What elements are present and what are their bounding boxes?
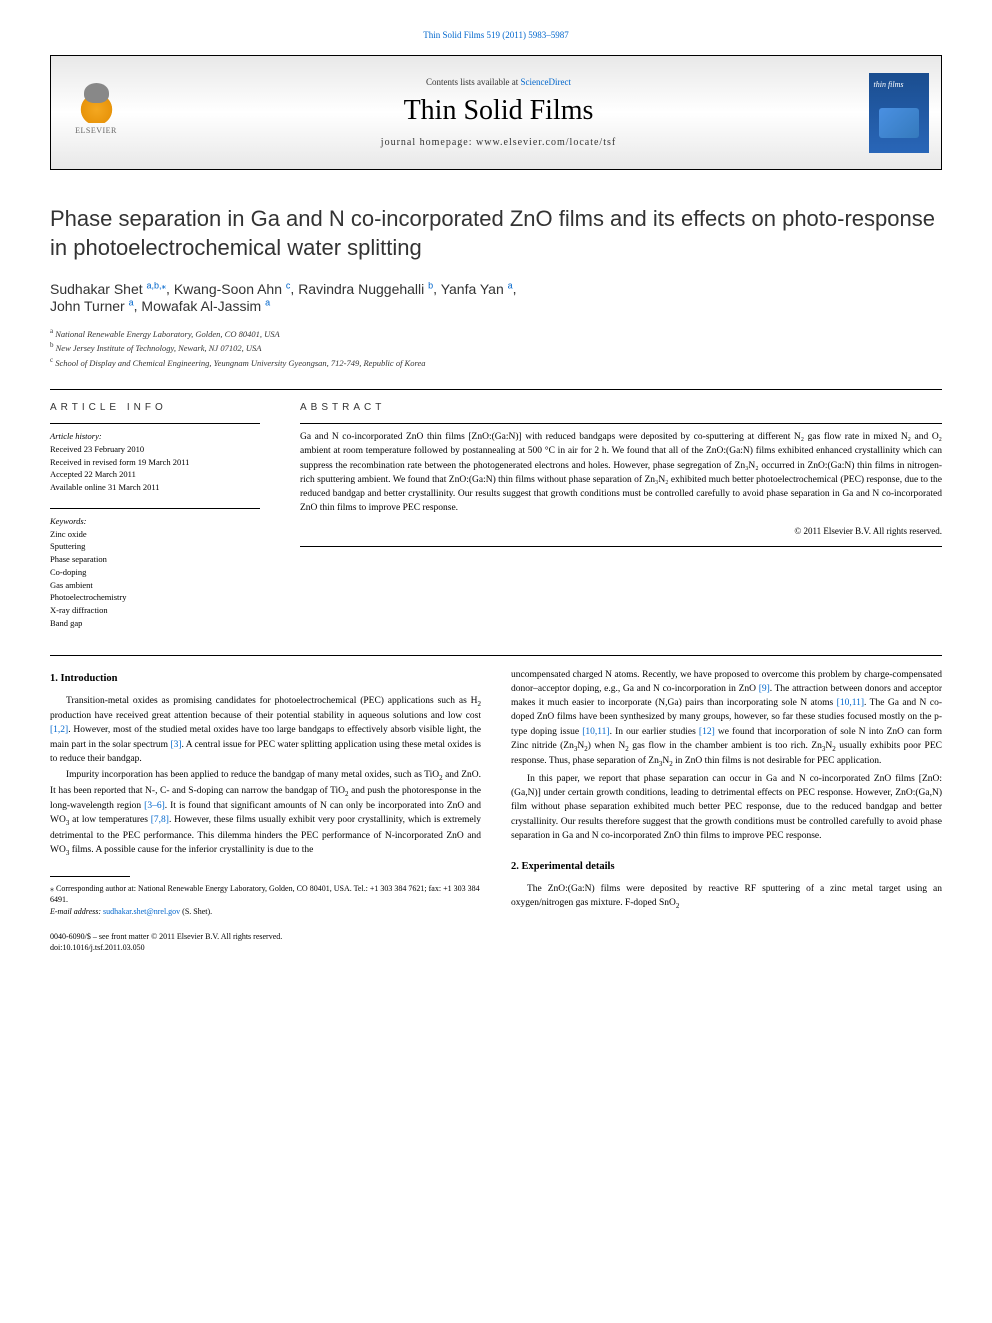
info-abstract-row: ARTICLE INFO Article history: Received 2… — [50, 402, 942, 630]
divider — [50, 508, 260, 509]
email-label: E-mail address: — [50, 907, 101, 916]
citation-link[interactable]: [10,11] — [582, 727, 609, 737]
elsevier-text: ELSEVIER — [75, 126, 117, 135]
author[interactable]: Sudhakar Shet a,b,⁎ — [50, 281, 166, 297]
body-text: The ZnO:(Ga:N) films were deposited by r… — [511, 882, 942, 912]
banner-center: Contents lists available at ScienceDirec… — [141, 56, 856, 169]
journal-cover-thumbnail[interactable] — [869, 73, 929, 153]
author[interactable]: Ravindra Nuggehalli b — [298, 281, 433, 297]
citation-link[interactable]: [3] — [170, 740, 181, 750]
copyright-footer: 0040-6090/$ – see front matter © 2011 El… — [50, 931, 481, 953]
right-column: uncompensated charged N atoms. Recently,… — [511, 668, 942, 953]
body-text: Transition-metal oxides as promising can… — [50, 694, 481, 858]
citation-link[interactable]: [3–6] — [144, 801, 165, 811]
abstract-copyright: © 2011 Elsevier B.V. All rights reserved… — [300, 526, 942, 536]
history-item: Available online 31 March 2011 — [50, 482, 160, 492]
divider — [50, 423, 260, 424]
keyword: Gas ambient — [50, 580, 93, 590]
corresponding-author-footnote: ⁎ Corresponding author at: National Rene… — [50, 883, 481, 917]
paragraph: Transition-metal oxides as promising can… — [50, 694, 481, 766]
divider — [300, 423, 942, 424]
keywords-block: Keywords: Zinc oxide Sputtering Phase se… — [50, 515, 260, 630]
history-item: Accepted 22 March 2011 — [50, 469, 136, 479]
affiliation: c School of Display and Chemical Enginee… — [50, 355, 942, 370]
journal-homepage: journal homepage: www.elsevier.com/locat… — [381, 137, 616, 148]
citation-link[interactable]: [9] — [759, 684, 770, 694]
footnote-divider — [50, 876, 130, 877]
author[interactable]: Mowafak Al-Jassim a — [141, 298, 270, 314]
publisher-logo-cell: ELSEVIER — [51, 56, 141, 169]
keyword: Phase separation — [50, 554, 107, 564]
keyword: Co-doping — [50, 567, 86, 577]
keyword: Photoelectrochemistry — [50, 592, 126, 602]
body-columns: 1. Introduction Transition-metal oxides … — [50, 668, 942, 953]
citation-link[interactable]: [10,11] — [837, 698, 864, 708]
affiliations: a National Renewable Energy Laboratory, … — [50, 326, 942, 370]
article-info-column: ARTICLE INFO Article history: Received 2… — [50, 402, 260, 630]
divider — [50, 655, 942, 656]
article-history: Article history: Received 23 February 20… — [50, 430, 260, 494]
contents-prefix: Contents lists available at — [426, 77, 520, 87]
section-heading: 2. Experimental details — [511, 861, 942, 872]
journal-banner: ELSEVIER Contents lists available at Sci… — [50, 55, 942, 170]
paragraph: The ZnO:(Ga:N) films were deposited by r… — [511, 882, 942, 912]
article-title: Phase separation in Ga and N co-incorpor… — [50, 205, 942, 262]
paragraph: In this paper, we report that phase sepa… — [511, 772, 942, 843]
contents-list-line: Contents lists available at ScienceDirec… — [426, 77, 571, 87]
section-heading: 1. Introduction — [50, 673, 481, 684]
left-column: 1. Introduction Transition-metal oxides … — [50, 668, 481, 953]
issn-line: 0040-6090/$ – see front matter © 2011 El… — [50, 932, 282, 941]
elsevier-logo[interactable]: ELSEVIER — [66, 78, 126, 148]
divider — [300, 546, 942, 547]
author[interactable]: Kwang-Soon Ahn c — [174, 281, 291, 297]
paragraph: uncompensated charged N atoms. Recently,… — [511, 668, 942, 770]
keyword: Sputtering — [50, 541, 85, 551]
body-text: uncompensated charged N atoms. Recently,… — [511, 668, 942, 843]
author[interactable]: Yanfa Yan a — [441, 281, 513, 297]
keyword: Band gap — [50, 618, 82, 628]
keywords-label: Keywords: — [50, 515, 260, 528]
abstract-heading: ABSTRACT — [300, 402, 942, 413]
author-list: Sudhakar Shet a,b,⁎, Kwang-Soon Ahn c, R… — [50, 280, 942, 313]
abstract-column: ABSTRACT Ga and N co-incorporated ZnO th… — [300, 402, 942, 630]
citation-link[interactable]: [12] — [699, 727, 715, 737]
history-item: Received in revised form 19 March 2011 — [50, 457, 189, 467]
elsevier-tree-icon — [74, 78, 119, 123]
journal-citation-header[interactable]: Thin Solid Films 519 (2011) 5983–5987 — [50, 30, 942, 40]
affiliation: a National Renewable Energy Laboratory, … — [50, 326, 942, 341]
doi-line: doi:10.1016/j.tsf.2011.03.050 — [50, 943, 145, 952]
sciencedirect-link[interactable]: ScienceDirect — [521, 77, 571, 87]
divider — [50, 389, 942, 390]
history-label: Article history: — [50, 431, 102, 441]
email-link[interactable]: sudhakar.shet@nrel.gov — [103, 907, 180, 916]
journal-name: Thin Solid Films — [404, 95, 594, 127]
cover-thumb-cell — [856, 56, 941, 169]
paragraph: Impurity incorporation has been applied … — [50, 768, 481, 858]
affiliation: b New Jersey Institute of Technology, Ne… — [50, 340, 942, 355]
keyword: Zinc oxide — [50, 529, 87, 539]
citation-link[interactable]: [1,2] — [50, 725, 68, 735]
author[interactable]: John Turner a — [50, 298, 134, 314]
keyword: X-ray diffraction — [50, 605, 108, 615]
history-item: Received 23 February 2010 — [50, 444, 144, 454]
page-container: Thin Solid Films 519 (2011) 5983–5987 EL… — [0, 0, 992, 983]
article-info-heading: ARTICLE INFO — [50, 402, 260, 413]
citation-link[interactable]: [7,8] — [151, 815, 169, 825]
abstract-text: Ga and N co-incorporated ZnO thin films … — [300, 430, 942, 516]
